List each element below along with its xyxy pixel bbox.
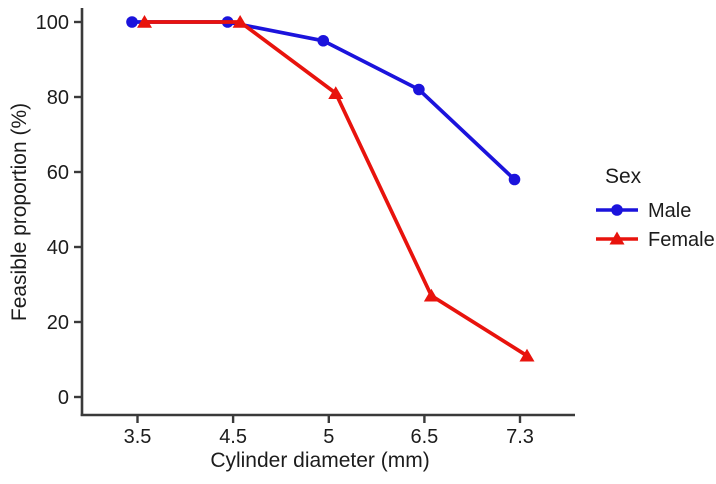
y-tick: 80	[47, 87, 81, 109]
y-tick: 60	[47, 162, 81, 184]
male-point	[413, 83, 425, 96]
y-tick-label: 40	[47, 237, 69, 259]
female-line	[142, 20, 529, 358]
female-point	[137, 15, 152, 28]
female-point	[423, 288, 439, 302]
x-axis-ticks: 3.5 4.5 5 6.5 7.3	[124, 416, 534, 448]
x-tick-label: 6.5	[410, 426, 438, 448]
x-tick-label: 5	[323, 426, 334, 448]
legend-item-male: Male	[596, 200, 691, 222]
legend-item-female: Female	[596, 229, 715, 251]
x-tick-label: 7.3	[506, 426, 534, 448]
y-tick: 40	[47, 237, 81, 259]
y-axis-ticks: 0 20 40 60 80 100	[36, 12, 81, 409]
y-tick-label: 80	[47, 87, 69, 109]
female-point	[519, 348, 535, 362]
y-tick: 20	[47, 312, 81, 334]
female-point	[232, 15, 248, 28]
x-axis-title: Cylinder diameter (mm)	[210, 449, 429, 472]
x-tick: 3.5	[124, 416, 152, 448]
y-tick-label: 60	[47, 162, 69, 184]
series-layer	[126, 15, 535, 362]
y-tick: 0	[58, 387, 81, 409]
x-tick-label: 3.5	[124, 426, 152, 448]
legend-title: Sex	[605, 165, 642, 188]
x-tick: 6.5	[410, 416, 438, 448]
y-axis-title: Feasible proportion (%)	[8, 103, 31, 321]
male-point	[317, 34, 330, 47]
axes	[80, 8, 575, 417]
y-tick-label: 20	[47, 312, 69, 334]
x-tick-label: 4.5	[219, 426, 247, 448]
female-legend-label: Female	[648, 229, 715, 251]
y-tick-label: 0	[58, 387, 69, 409]
x-tick: 7.3	[506, 416, 534, 448]
male-circle-icon	[611, 204, 623, 216]
male-point	[126, 16, 138, 28]
y-tick-label: 100	[36, 12, 69, 34]
female-point	[328, 86, 344, 100]
y-tick: 100	[36, 12, 81, 34]
male-point	[508, 173, 521, 186]
x-tick: 5	[323, 416, 334, 448]
male-legend-label: Male	[648, 200, 691, 222]
x-tick: 4.5	[219, 416, 247, 448]
female-triangle-icon	[609, 231, 625, 245]
legend: Sex Male Female	[596, 165, 715, 251]
